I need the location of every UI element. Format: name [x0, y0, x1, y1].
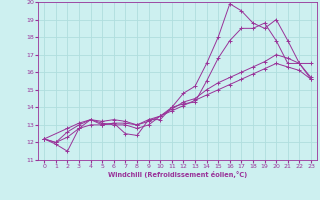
X-axis label: Windchill (Refroidissement éolien,°C): Windchill (Refroidissement éolien,°C)	[108, 171, 247, 178]
